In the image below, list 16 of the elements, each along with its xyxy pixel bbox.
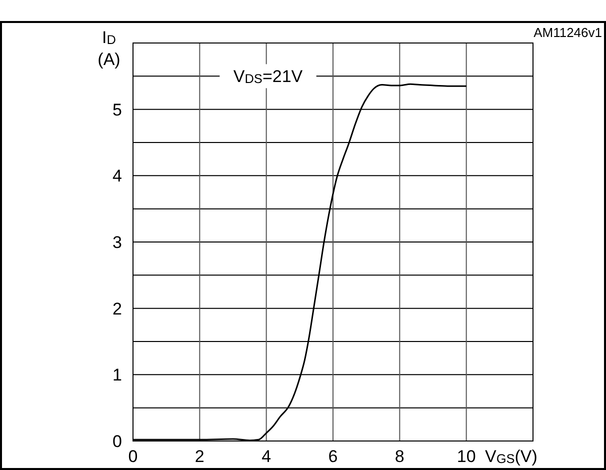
y-tick-label: 1 — [112, 366, 122, 385]
y-tick-label: 3 — [112, 232, 122, 252]
text: AM11246v1 — [534, 25, 602, 40]
y-tick-label: 2 — [112, 299, 122, 318]
x-axis-title: VGS(V) — [485, 447, 538, 466]
y-tick-label: 0 — [112, 432, 122, 451]
annotation: VDS=21V — [233, 67, 304, 86]
x-tick-label: 10 — [456, 447, 476, 466]
y-axis-title: ID (A) — [98, 28, 120, 69]
y-tick-label: 5 — [112, 100, 122, 120]
y-tick-label: 4 — [112, 166, 122, 186]
x-tick-label: 0 — [128, 447, 138, 466]
x-tick-label: 6 — [328, 447, 338, 466]
x-tick-label: 8 — [394, 447, 404, 466]
x-tick-label: 2 — [194, 447, 204, 466]
x-tick-label: 4 — [262, 447, 272, 466]
